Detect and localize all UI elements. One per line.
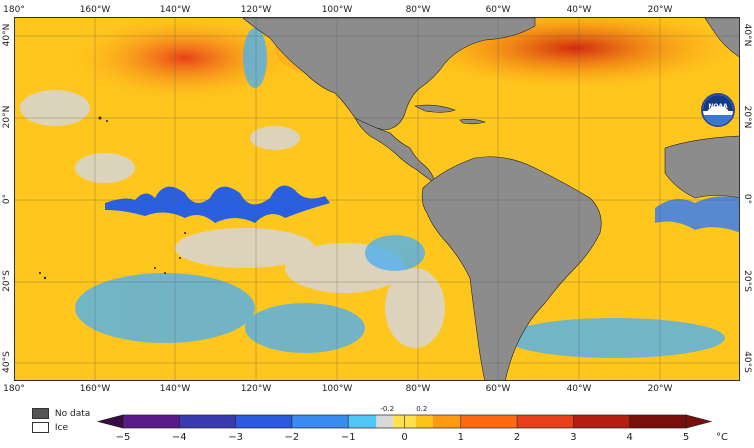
lat-label-right: 0° <box>742 193 752 205</box>
lon-label-bottom: 80°W <box>405 384 431 394</box>
colorbar-tick-label: 2 <box>514 432 520 443</box>
colorbar-tick-label: 3 <box>570 432 576 443</box>
warm-anomaly-north-pacific <box>65 18 305 103</box>
landmass <box>242 18 739 380</box>
lon-label-top: 40°W <box>566 5 592 15</box>
lon-label-top: 180° <box>3 5 25 15</box>
lat-label-left: 0° <box>2 193 12 205</box>
colorbar-bin <box>573 415 630 428</box>
colorbar-bin <box>179 415 236 428</box>
colorbar-bin <box>291 415 349 428</box>
colorbar-tick-label: 0 <box>401 432 407 443</box>
lon-label-bottom: 20°W <box>647 384 673 394</box>
graticule <box>15 18 739 380</box>
lon-label-top: 80°W <box>405 5 431 15</box>
lat-label-left: 20°N <box>2 105 12 129</box>
colorbar-minor-label: 0.2 <box>416 405 427 413</box>
sst-anomaly-map[interactable]: NOAA <box>14 17 740 381</box>
noaa-logo: NOAA <box>701 93 735 127</box>
legend-label-ice: Ice <box>54 423 69 433</box>
lon-label-bottom: 100°W <box>321 384 353 394</box>
colorbar-arrow-low <box>96 414 124 429</box>
colorbar-tick-label: −4 <box>172 432 187 443</box>
colorbar-arrow-high <box>685 414 713 429</box>
equatorial-cold-tongue-atlantic <box>655 196 739 233</box>
legend-swatch-ice <box>32 422 49 433</box>
colorbar-tick-label: −3 <box>228 432 243 443</box>
colorbar-tick-label: −2 <box>285 432 300 443</box>
colorbar-minor-label: -0.2 <box>380 405 394 413</box>
colorbar-tick-label: 1 <box>458 432 464 443</box>
colorbar-bin <box>376 415 394 428</box>
lon-label-top: 160°W <box>79 5 111 15</box>
colorbar-tick-label: 4 <box>627 432 633 443</box>
colorbar-frame <box>122 414 687 429</box>
colorbar-bin <box>432 415 461 428</box>
equatorial-cold-tongue <box>105 185 330 223</box>
lon-label-top: 120°W <box>240 5 272 15</box>
lon-label-bottom: 140°W <box>159 384 191 394</box>
colorbar-bin <box>460 415 518 428</box>
legend-swatch-no-data <box>32 408 49 419</box>
cool-anomaly-areas <box>75 28 725 358</box>
lon-label-bottom: 40°W <box>566 384 592 394</box>
colorbar-tick-label: −5 <box>116 432 131 443</box>
lon-label-top: 100°W <box>321 5 353 15</box>
colorbar-bin <box>235 415 292 428</box>
lat-label-right: 40°S <box>742 351 752 373</box>
lon-label-top: 140°W <box>159 5 191 15</box>
lon-label-bottom: 180° <box>3 384 25 394</box>
colorbar-bin <box>393 415 416 428</box>
legend: No data Ice <box>32 408 90 436</box>
lat-label-right: 40°N <box>742 23 752 47</box>
lat-label-left: 40°N <box>2 23 12 47</box>
colorbar-tick-label: −1 <box>341 432 356 443</box>
colorbar-unit: °C <box>716 432 728 443</box>
lat-label-right: 20°S <box>742 270 752 292</box>
colorbar-tick-label: 5 <box>683 432 689 443</box>
legend-item-ice: Ice <box>32 422 90 433</box>
noaa-logo-text: NOAA <box>708 103 728 110</box>
map-canvas <box>15 18 739 380</box>
legend-item-no-data: No data <box>32 408 90 419</box>
colorbar-bin <box>517 415 574 428</box>
lon-label-top: 20°W <box>647 5 673 15</box>
lat-label-right: 20°N <box>742 105 752 129</box>
pacific-islands <box>39 116 186 280</box>
lon-label-bottom: 120°W <box>240 384 272 394</box>
legend-label-no-data: No data <box>54 409 91 419</box>
lon-label-bottom: 60°W <box>485 384 511 394</box>
colorbar-bin <box>629 415 686 428</box>
colorbar-bin <box>123 415 180 428</box>
colorbar-bin <box>348 415 377 428</box>
lat-label-left: 40°S <box>2 351 12 373</box>
lon-label-top: 60°W <box>485 5 511 15</box>
lat-label-left: 20°S <box>2 270 12 292</box>
colorbar-bin <box>415 415 433 428</box>
lon-label-bottom: 160°W <box>79 384 111 394</box>
